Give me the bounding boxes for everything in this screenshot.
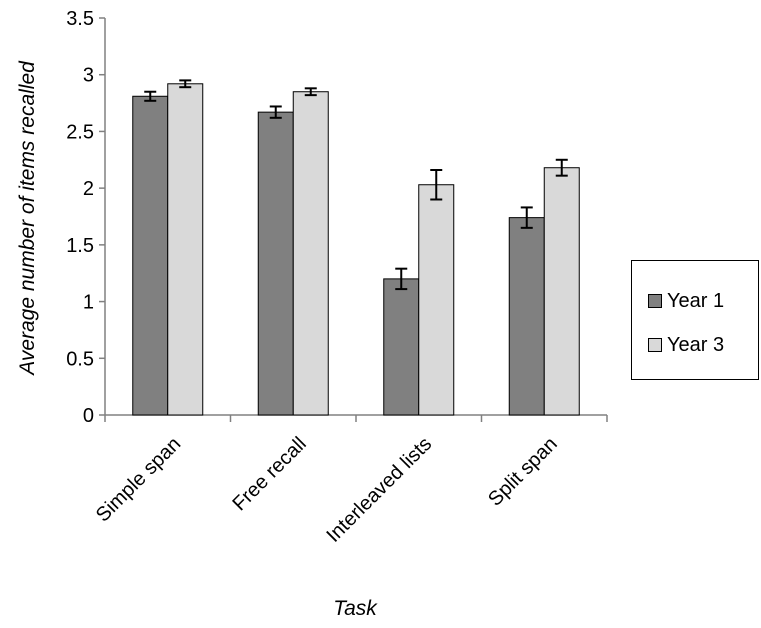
error-bars bbox=[144, 79, 568, 291]
x-tick-label: Free recall bbox=[228, 433, 310, 515]
legend-swatch-year-1 bbox=[648, 294, 662, 308]
legend: Year 1 Year 3 bbox=[631, 260, 759, 380]
x-tick-label: Simple span bbox=[92, 433, 185, 526]
legend-label-year-1: Year 1 bbox=[667, 289, 725, 312]
legend-swatch-year-3 bbox=[648, 338, 662, 352]
bars bbox=[132, 83, 580, 416]
y-tick-label: 2 bbox=[83, 178, 94, 200]
bar-year-3 bbox=[292, 91, 329, 416]
y-tick-label: 1 bbox=[83, 292, 94, 314]
bar-year-1 bbox=[257, 111, 294, 416]
x-tick-label: Split span bbox=[484, 433, 562, 511]
y-tick-label: 0.5 bbox=[66, 348, 94, 370]
bar-year-3 bbox=[167, 83, 204, 416]
legend-item-year-3: Year 3 bbox=[648, 333, 724, 357]
x-axis-title: Task bbox=[333, 597, 378, 620]
bar-year-1 bbox=[132, 95, 169, 416]
x-tick-label: Interleaved lists bbox=[322, 433, 436, 547]
y-tick-label: 3 bbox=[83, 65, 94, 87]
bar-year-3 bbox=[418, 184, 455, 416]
y-tick-label: 0 bbox=[83, 405, 94, 427]
bar-year-1 bbox=[383, 278, 420, 416]
y-tick-label: 3.5 bbox=[66, 8, 94, 30]
legend-item-year-1: Year 1 bbox=[648, 289, 724, 313]
legend-label-year-3: Year 3 bbox=[667, 333, 725, 356]
bar-year-3 bbox=[543, 167, 580, 416]
y-axis-title: Average number of items recalled bbox=[16, 60, 39, 377]
y-tick-label: 1.5 bbox=[66, 235, 94, 257]
y-tick-label: 2.5 bbox=[66, 121, 94, 143]
bar-year-1 bbox=[508, 217, 545, 416]
